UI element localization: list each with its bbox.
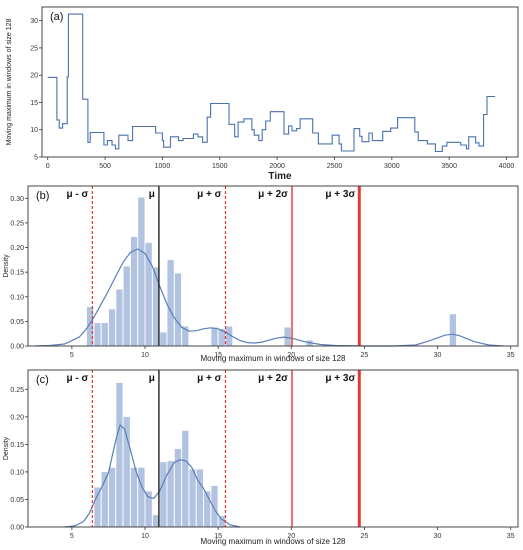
y-tick-label: 0.30 bbox=[10, 196, 24, 203]
y-tick-label: 15 bbox=[30, 100, 38, 107]
y-tick-label: 0.20 bbox=[10, 414, 24, 421]
reference-line-label: μ + σ bbox=[197, 373, 222, 384]
plot-frame bbox=[41, 6, 519, 158]
kde-curve bbox=[64, 424, 241, 528]
reference-line-label: μ bbox=[149, 373, 155, 384]
x-tick-label: 15 bbox=[214, 533, 222, 540]
histogram-bar bbox=[284, 327, 292, 347]
y-tick-label: 0.05 bbox=[10, 319, 24, 326]
y-tick-label: 25 bbox=[30, 45, 38, 52]
histogram-bar bbox=[130, 236, 138, 347]
reference-line-label: μ + 2σ bbox=[258, 189, 288, 200]
y-axis-label: Density bbox=[3, 436, 10, 460]
histogram-bar bbox=[210, 327, 219, 347]
x-tick-label: 10 bbox=[141, 352, 149, 359]
x-axis-label: Moving maximum in windows of size 128 bbox=[201, 537, 346, 546]
chart-panel-3: μ - σ μ μ + σ μ + 2σ μ + 3σ (c) 5 10 15 20 25 30 35 0… bbox=[3, 369, 519, 546]
x-tick-label: 10 bbox=[141, 533, 149, 540]
x-tick-label: 20 bbox=[287, 352, 295, 359]
histogram-bar bbox=[188, 468, 197, 528]
x-tick-label: 25 bbox=[361, 533, 369, 540]
plot-frame bbox=[27, 369, 519, 528]
x-tick-label: 0 bbox=[46, 163, 50, 170]
reference-line-label: μ + 3σ bbox=[325, 189, 355, 200]
x-axis-label: Time bbox=[268, 171, 292, 182]
x-tick-label: 2500 bbox=[327, 163, 343, 170]
reference-line-label: μ + 3σ bbox=[325, 373, 355, 384]
histogram-bar bbox=[174, 272, 182, 347]
x-tick-label: 5 bbox=[70, 533, 74, 540]
histogram-bar bbox=[167, 460, 175, 528]
x-tick-label: 3500 bbox=[441, 163, 457, 170]
histogram-bar bbox=[123, 416, 131, 528]
histogram-bar bbox=[93, 322, 102, 347]
chart-panel-1: (a) 0 500 1000 1500 2000 2500 3000 3500 4000 5 10 15… bbox=[6, 6, 519, 182]
histogram-bar bbox=[181, 430, 189, 528]
x-tick-label: 35 bbox=[507, 533, 515, 540]
x-tick-label: 2000 bbox=[269, 163, 285, 170]
y-tick-label: 30 bbox=[30, 18, 38, 25]
y-tick-label: 0.05 bbox=[10, 497, 24, 504]
reference-line-label: μ - σ bbox=[66, 189, 88, 200]
histogram-bar bbox=[108, 467, 116, 528]
histogram-bar bbox=[108, 308, 116, 347]
reference-line-label: μ bbox=[149, 189, 155, 200]
chart-panel-2: μ - σ μ μ + σ μ + 2σ μ + 3σ (b) 5 10 15 20 25 30 35 0… bbox=[3, 185, 519, 363]
x-tick-label: 30 bbox=[434, 352, 442, 359]
x-tick-label: 35 bbox=[507, 352, 515, 359]
x-tick-label: 20 bbox=[287, 533, 295, 540]
x-tick-label: 4000 bbox=[499, 163, 515, 170]
histogram-bar bbox=[101, 322, 109, 347]
x-tick-label: 500 bbox=[99, 163, 111, 170]
histogram-bar bbox=[115, 382, 123, 528]
histogram-bar bbox=[210, 485, 219, 528]
x-tick-label: 5 bbox=[70, 352, 74, 359]
reference-line-label: μ + 2σ bbox=[258, 373, 288, 384]
x-tick-label: 1500 bbox=[212, 163, 228, 170]
x-axis-label: Moving maximum in windows of size 128 bbox=[201, 354, 346, 363]
plot-frame bbox=[27, 185, 519, 347]
y-tick-label: 0.00 bbox=[10, 525, 24, 532]
histogram-bar bbox=[167, 259, 175, 347]
histogram-bar bbox=[137, 197, 145, 347]
histogram-bar bbox=[159, 332, 167, 347]
panel-tag: (b) bbox=[36, 190, 49, 202]
histogram-bar bbox=[93, 487, 102, 528]
y-tick-label: 0.10 bbox=[10, 469, 24, 476]
y-tick-label: 0.20 bbox=[10, 245, 24, 252]
x-tick-label: 30 bbox=[434, 533, 442, 540]
panel-tag: (a) bbox=[50, 11, 63, 23]
y-tick-label: 0.15 bbox=[10, 442, 24, 449]
y-tick-label: 0.15 bbox=[10, 270, 24, 277]
y-axis-label: Moving maximum in windows of size 128 bbox=[6, 18, 13, 145]
x-tick-label: 25 bbox=[361, 352, 369, 359]
histogram-bar bbox=[123, 266, 131, 347]
x-tick-label: 3000 bbox=[384, 163, 400, 170]
histogram-bar bbox=[115, 289, 123, 347]
x-tick-label: 1000 bbox=[155, 163, 171, 170]
y-axis-label: Density bbox=[3, 254, 10, 278]
reference-line-label: μ + σ bbox=[197, 189, 222, 200]
histogram-bar bbox=[130, 467, 138, 528]
histogram-bar bbox=[145, 242, 153, 347]
y-tick-label: 0.25 bbox=[10, 220, 24, 227]
series-line bbox=[47, 13, 496, 153]
y-tick-label: 0.25 bbox=[10, 387, 24, 394]
histogram-bar bbox=[159, 461, 167, 528]
histogram-bar bbox=[449, 313, 457, 347]
x-tick-label: 15 bbox=[214, 352, 222, 359]
y-tick-label: 5 bbox=[34, 155, 38, 162]
y-tick-label: 0.00 bbox=[10, 344, 24, 351]
reference-line-label: μ - σ bbox=[66, 373, 88, 384]
y-tick-label: 10 bbox=[30, 127, 38, 134]
histogram-bar bbox=[137, 467, 145, 528]
y-tick-label: 20 bbox=[30, 73, 38, 80]
y-tick-label: 0.10 bbox=[10, 294, 24, 301]
panel-tag: (c) bbox=[36, 374, 49, 386]
histogram-bar bbox=[196, 468, 204, 528]
